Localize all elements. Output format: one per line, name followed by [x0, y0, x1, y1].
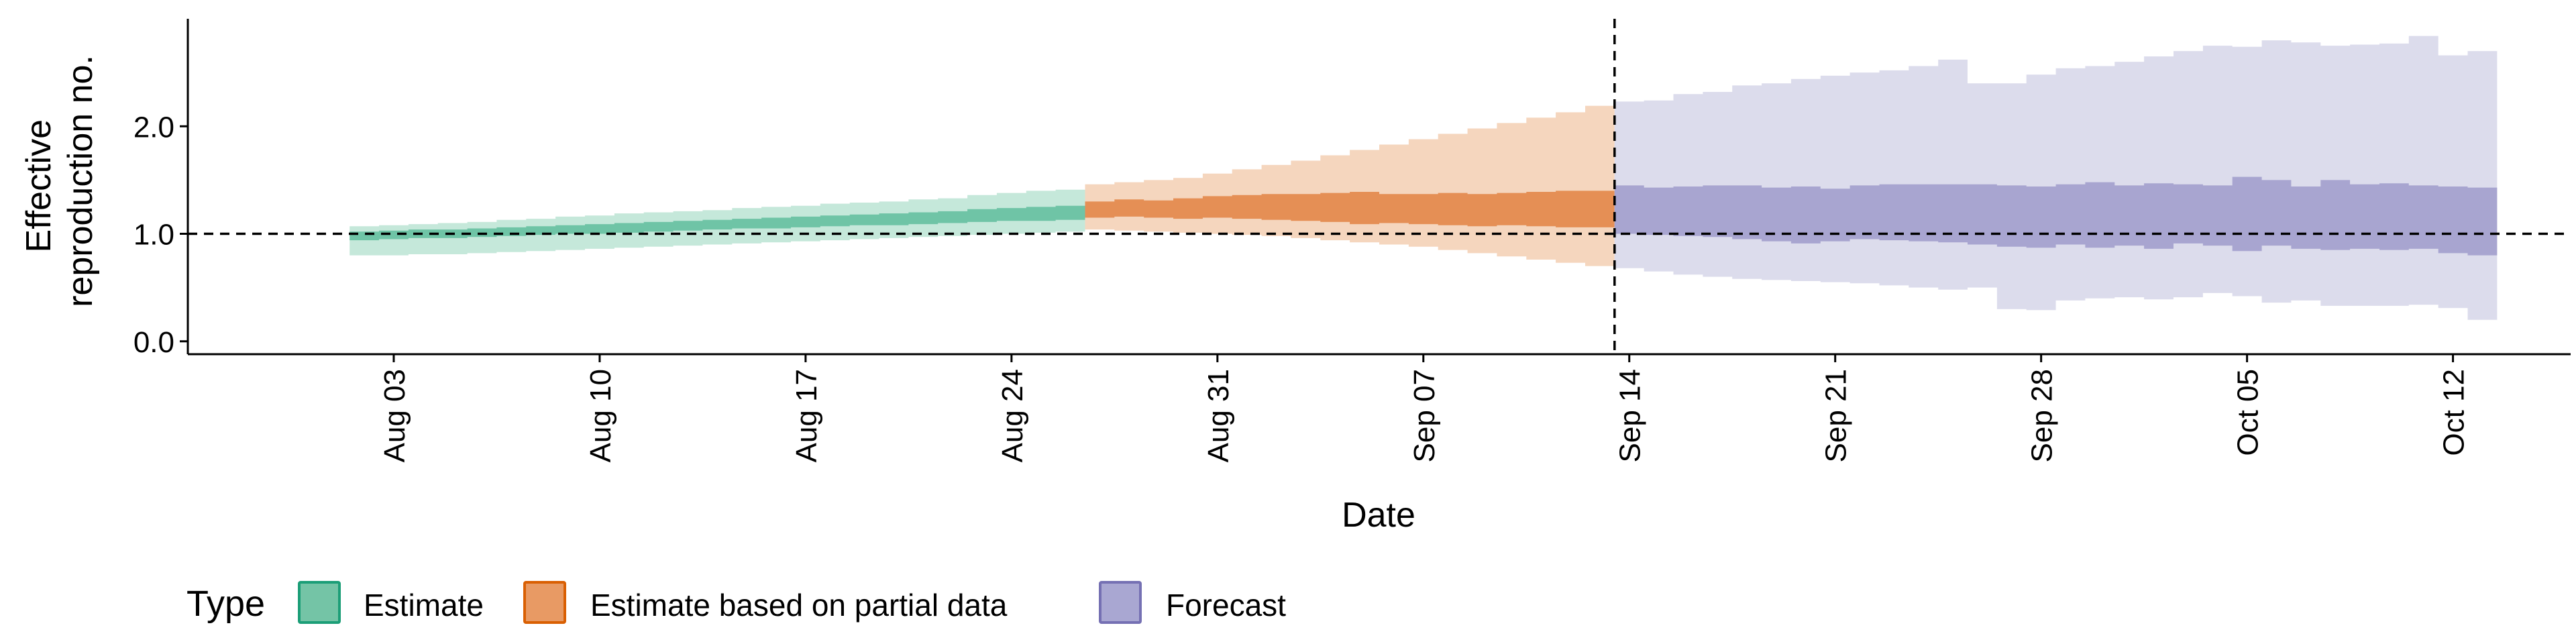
band-inner-estimate: [350, 205, 1085, 241]
y-tick-label: 0.0: [133, 326, 174, 359]
band-inner-forecast: [1614, 176, 2498, 256]
legend-key-partial: [523, 581, 566, 624]
x-tick-label: Aug 17: [790, 369, 823, 462]
y-tick-label: 1.0: [133, 219, 174, 252]
reference-lines: [188, 19, 2571, 354]
y-axis-title-line-1: Effective: [19, 119, 58, 252]
x-tick-label: Sep 14: [1614, 369, 1647, 462]
band-outer-estimate-based-on-partial-data: [1085, 105, 1615, 266]
x-tick-label: Sep 28: [2026, 369, 2059, 462]
series-estimate: [350, 189, 1085, 256]
legend-label-estimate: Estimate: [364, 588, 484, 623]
bands-layer: [350, 36, 2498, 320]
x-tick-label: Oct 12: [2438, 369, 2471, 456]
series-estimate-based-on-partial-data: [1085, 105, 1615, 266]
x-tick-label: Aug 31: [1202, 369, 1235, 462]
legend-key-estimate: [298, 581, 341, 624]
y-axis-title-line-2: reproduction no.: [61, 55, 100, 307]
x-tick-label: Aug 03: [378, 369, 411, 462]
band-inner-estimate-based-on-partial-data: [1085, 191, 1615, 227]
x-tick-label: Sep 21: [1820, 369, 1853, 462]
band-outer-forecast: [1614, 36, 2498, 320]
legend: Type Estimate Estimate based on partial …: [186, 581, 1286, 624]
legend-title: Type: [186, 584, 265, 624]
legend-key-forecast: [1099, 581, 1142, 624]
y-tick-label: 2.0: [133, 111, 174, 144]
x-tick-label: Aug 24: [996, 369, 1029, 462]
x-axis-title: Date: [1342, 496, 1415, 535]
x-tick-label: Aug 10: [584, 369, 617, 462]
legend-label-partial: Estimate based on partial data: [590, 588, 1008, 623]
series-forecast: [1614, 36, 2498, 320]
legend-label-forecast: Forecast: [1166, 588, 1286, 623]
axes: 0.0 1.0 2.0 Aug 03 Aug 10 Aug 17 Aug 24 Aug 31 S…: [133, 19, 2571, 462]
y-axis-title: Effective reproduction no.: [19, 55, 100, 307]
x-tick-label: Oct 05: [2232, 369, 2265, 456]
x-tick-label: Sep 07: [1408, 369, 1441, 462]
